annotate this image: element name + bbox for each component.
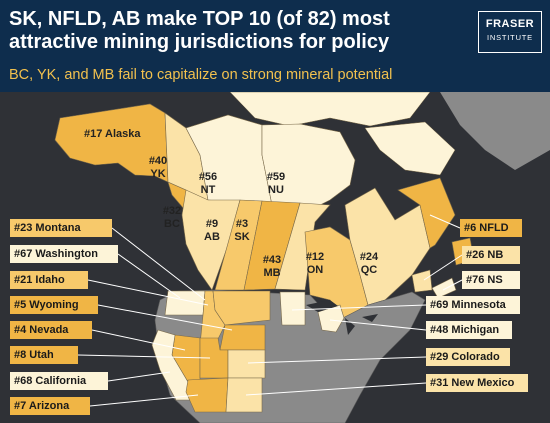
label-nwt-name: NT — [200, 184, 216, 196]
leader-line-michigan — [329, 319, 427, 331]
region-baffin-island — [364, 121, 456, 176]
label-bc-name: BC — [164, 218, 180, 230]
region-arizona — [185, 377, 229, 413]
callout-new-mexico: #31 New Mexico — [426, 374, 528, 392]
label-nunavut: #59 NU — [264, 171, 288, 197]
region-minnesota — [279, 291, 306, 326]
leader-line-utah — [77, 354, 211, 359]
region-colorado — [227, 349, 266, 379]
callout-california: #68 California — [10, 372, 108, 390]
region-montana — [212, 290, 271, 326]
leader-line-colorado — [247, 356, 427, 364]
callout-arizona: #7 Arizona — [10, 397, 90, 415]
label-saskatchewan-name: SK — [234, 231, 250, 243]
leader-line-nb — [423, 254, 463, 281]
label-alaska: #17 Alaska — [84, 128, 141, 140]
callout-montana: #23 Montana — [10, 219, 112, 237]
north-america-map — [0, 92, 550, 423]
label-bc-rank: #32 — [162, 205, 182, 217]
label-manitoba-name: MB — [263, 267, 281, 279]
leader-line-nevada — [91, 329, 186, 351]
region-new-brunswick — [411, 269, 433, 293]
label-alberta-name: AB — [204, 231, 220, 243]
label-quebec-name: QC — [360, 264, 378, 276]
leader-line-ns — [442, 279, 463, 291]
label-alberta: #9 AB — [202, 218, 222, 244]
fraser-institute-logo: FRASER INSTITUTE — [478, 11, 542, 53]
page-title: SK, NFLD, AB make TOP 10 (of 82) most at… — [9, 8, 390, 53]
callout-ns: #76 NS — [462, 271, 520, 289]
logo-line-2: INSTITUTE — [487, 33, 533, 42]
region-alaska — [54, 103, 169, 183]
label-nunavut-rank: #59 — [266, 171, 286, 183]
leader-line-new-mexico — [245, 382, 427, 396]
callout-nevada: #4 Nevada — [10, 321, 92, 339]
label-nwt: #56 NT — [196, 171, 220, 197]
label-saskatchewan: #3 SK — [232, 218, 252, 244]
region-nova-scotia — [431, 277, 457, 299]
callout-nb: #26 NB — [462, 246, 520, 264]
label-bc: #32 BC — [160, 205, 184, 231]
region-bc — [181, 189, 241, 291]
callout-nfld: #6 NFLD — [460, 219, 522, 237]
label-yukon-rank: #40 — [148, 155, 168, 167]
region-nunavut — [261, 123, 356, 216]
region-greenland — [440, 92, 550, 170]
callout-washington: #67 Washington — [10, 245, 118, 263]
region-new-mexico — [225, 377, 263, 413]
header-banner: SK, NFLD, AB make TOP 10 (of 82) most at… — [0, 0, 550, 92]
label-quebec: #24 QC — [357, 251, 381, 277]
page-subtitle: BC, YK, and MB fail to capitalize on str… — [9, 67, 393, 83]
label-yukon: #40 YK — [146, 155, 170, 181]
leader-line-idaho — [87, 279, 209, 306]
leader-line-minnesota — [291, 304, 427, 311]
callout-colorado: #29 Colorado — [426, 348, 510, 366]
leader-line-wyoming — [97, 304, 233, 331]
leader-line-washington — [117, 253, 181, 299]
callout-michigan: #48 Michigan — [426, 321, 512, 339]
label-manitoba: #43 MB — [260, 254, 284, 280]
region-labrador — [397, 177, 456, 249]
label-nunavut-name: NU — [268, 184, 284, 196]
callout-utah: #8 Utah — [10, 346, 78, 364]
leader-lines — [77, 214, 463, 407]
label-alberta-rank: #9 — [205, 218, 219, 230]
label-ontario-name: ON — [306, 264, 324, 276]
label-saskatchewan-rank: #3 — [235, 218, 249, 230]
leader-line-nfld — [429, 214, 461, 229]
callout-wyoming: #5 Wyoming — [10, 296, 98, 314]
label-quebec-rank: #24 — [359, 251, 379, 263]
leader-line-arizona — [89, 394, 199, 407]
label-ontario: #12 ON — [303, 251, 327, 277]
callout-idaho: #21 Idaho — [10, 271, 88, 289]
label-manitoba-rank: #43 — [262, 254, 282, 266]
logo-line-1: FRASER — [485, 18, 535, 30]
leader-line-montana — [111, 227, 206, 301]
leader-line-california — [107, 371, 171, 382]
label-ontario-rank: #12 — [305, 251, 325, 263]
label-nwt-rank: #56 — [198, 171, 218, 183]
callout-minnesota: #69 Minnesota — [426, 296, 520, 314]
region-arctic-islands — [229, 92, 431, 127]
label-yukon-name: YK — [150, 168, 166, 180]
